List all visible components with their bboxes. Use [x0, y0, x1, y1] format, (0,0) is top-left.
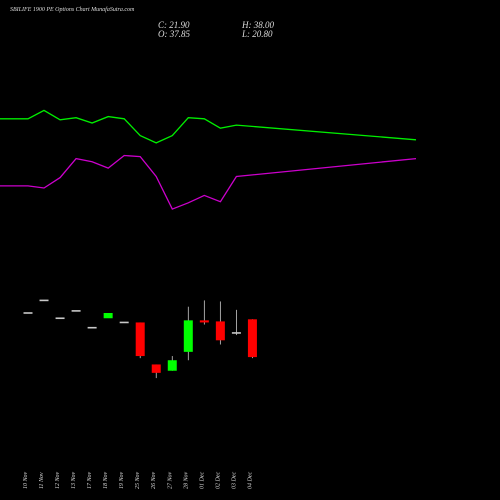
candle-body [55, 317, 65, 320]
candle-9 [151, 364, 161, 379]
candle-body [183, 320, 193, 352]
x-tick-label: 01 Dec [199, 472, 205, 489]
x-tick-label: 26 Nov [151, 471, 157, 489]
low-readout: L: 20.80 [242, 29, 273, 39]
x-tick-label: 13 Nov [71, 471, 77, 489]
candle-body [199, 320, 209, 323]
x-tick-label: 04 Dec [246, 472, 253, 489]
x-tick-label: 02 Dec [215, 472, 221, 489]
x-tick-label: 28 Nov [183, 471, 189, 489]
candle-3 [55, 317, 65, 320]
ma-line-1 [0, 109, 417, 144]
candle-13 [215, 301, 225, 345]
candle-15 [247, 319, 257, 359]
candle-12 [199, 300, 209, 325]
candle-body [151, 364, 161, 373]
candle-11 [183, 306, 193, 361]
candle-5 [87, 326, 97, 329]
ma-line-2 [0, 154, 417, 210]
candle-14 [231, 309, 241, 336]
x-tick-label: 19 Nov [119, 471, 125, 489]
candle-6 [103, 313, 113, 319]
candle-body [87, 326, 97, 329]
candle-body [247, 319, 257, 358]
candles-layer [23, 299, 257, 379]
candle-body [215, 321, 225, 341]
candle-body [71, 310, 81, 312]
moving-average-layer [0, 109, 417, 210]
candle-10 [167, 356, 177, 371]
x-tick-label: 03 Dec [231, 472, 237, 489]
candle-body [39, 299, 49, 302]
x-tick-label: 17 Nov [87, 471, 93, 489]
candle-7 [119, 321, 129, 324]
candle-body [23, 312, 33, 314]
candle-body [119, 321, 129, 324]
x-tick-label: 11 Nov [39, 472, 45, 489]
x-axis-labels: 10 Nov 11 Nov 12 Nov 13 Nov 17 Nov 18 Nov 19 N… [23, 471, 253, 489]
candle-body [231, 332, 241, 334]
x-tick-label: 18 Nov [103, 471, 109, 489]
high-readout: H: 38.00 [242, 20, 274, 30]
open-readout: O: 37.85 [158, 29, 190, 39]
candle-body [135, 322, 145, 357]
x-tick-label: 25 Nov [135, 471, 141, 489]
candle-4 [71, 310, 81, 312]
close-readout: C: 21.90 [158, 20, 190, 30]
x-tick-label: 10 Nov [23, 471, 29, 489]
candle-body [103, 313, 113, 319]
candle-1 [23, 312, 33, 314]
candle-2 [39, 299, 49, 302]
x-tick-label: 12 Nov [55, 471, 61, 489]
x-tick-label: 27 Nov [167, 471, 173, 489]
chart-title: SBILIFE 1900 PE Options Chart MunafaSutr… [10, 7, 135, 13]
candle-body [167, 360, 177, 371]
candle-8 [135, 322, 145, 359]
